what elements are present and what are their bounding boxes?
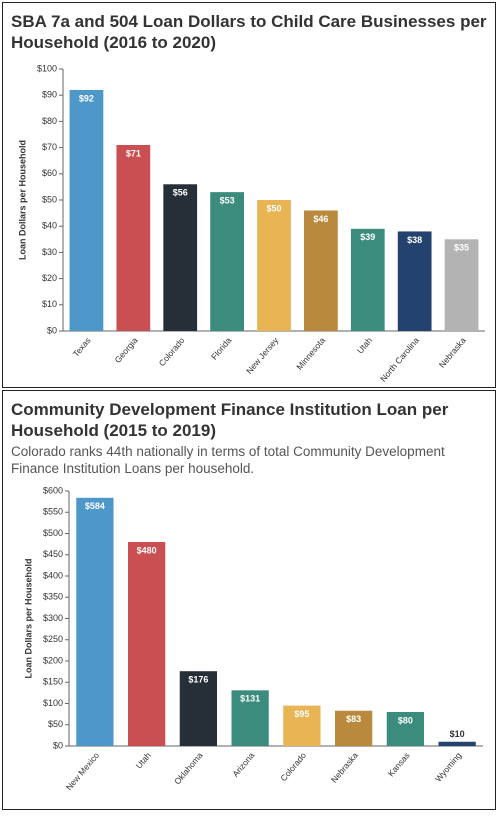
x-tick-label: Kansas xyxy=(386,750,412,778)
x-tick-label: Wyoming xyxy=(433,750,464,784)
y-tick-label: $0 xyxy=(47,325,57,335)
y-tick-label: $150 xyxy=(43,677,63,687)
bar xyxy=(69,89,104,332)
chart-title: Community Development Finance Institutio… xyxy=(11,400,449,440)
bar xyxy=(116,144,151,331)
y-tick-label: $10 xyxy=(42,299,57,309)
bar xyxy=(127,542,166,746)
value-label: $80 xyxy=(398,715,413,725)
y-tick-label: $80 xyxy=(42,116,57,126)
y-tick-label: $100 xyxy=(43,698,63,708)
value-label: $56 xyxy=(173,188,188,198)
value-label: $584 xyxy=(85,501,105,511)
bar xyxy=(444,239,479,331)
x-tick-label: Georgia xyxy=(112,335,139,365)
value-label: $92 xyxy=(79,93,94,103)
x-tick-label: New Jersey xyxy=(244,335,281,376)
bar xyxy=(163,184,198,331)
chart-panel: SBA 7a and 504 Loan Dollars to Child Car… xyxy=(2,2,496,388)
x-tick-label: Nebraska xyxy=(329,750,360,785)
y-tick-label: $300 xyxy=(43,613,63,623)
x-tick-label: Utah xyxy=(355,335,374,355)
x-tick-label: Arizona xyxy=(230,750,256,779)
x-tick-label: Utah xyxy=(134,750,153,770)
chart: Loan Dollars per Household $0 $10 $20 $30 $40… xyxy=(17,63,485,384)
y-tick-label: $0 xyxy=(53,740,63,750)
y-tick-label: $200 xyxy=(43,655,63,665)
bar xyxy=(304,210,338,331)
bar xyxy=(179,671,218,746)
value-label: $46 xyxy=(313,214,328,224)
value-label: $50 xyxy=(266,203,281,213)
chart-title: SBA 7a and 504 Loan Dollars to Child Car… xyxy=(11,12,487,52)
x-tick-label: New Mexico xyxy=(64,750,102,792)
chart: Loan Dollars per Household $0 $50 $100 $150 $… xyxy=(23,485,483,792)
y-tick-label: $20 xyxy=(42,273,57,283)
y-tick-label: $30 xyxy=(42,247,57,257)
bar xyxy=(334,710,373,746)
y-tick-label: $60 xyxy=(42,168,57,178)
x-tick-label: Florida xyxy=(209,335,234,362)
value-label: $176 xyxy=(188,675,208,685)
x-tick-label: Minnesota xyxy=(294,335,327,372)
y-tick-label: $250 xyxy=(43,634,63,644)
bar xyxy=(386,712,425,746)
y-tick-label: $600 xyxy=(43,485,63,495)
value-label: $35 xyxy=(454,243,469,253)
value-label: $39 xyxy=(360,232,375,242)
y-tick-label: $40 xyxy=(42,221,57,231)
y-axis-label: Loan Dollars per Household xyxy=(23,558,33,678)
y-tick-label: $400 xyxy=(43,570,63,580)
value-label: $38 xyxy=(407,235,422,245)
y-tick-label: $70 xyxy=(42,142,57,152)
chart-panel: Community Development Finance Institutio… xyxy=(2,390,496,810)
x-tick-label: Oklahoma xyxy=(172,750,205,786)
y-tick-label: $550 xyxy=(43,507,63,517)
x-tick-label: Colorado xyxy=(278,750,308,783)
value-label: $83 xyxy=(346,714,361,724)
bar xyxy=(283,705,321,746)
bar xyxy=(231,690,269,746)
bar xyxy=(397,231,432,331)
value-label: $131 xyxy=(240,694,260,704)
x-tick-label: Nebraska xyxy=(437,335,468,370)
y-tick-label: $100 xyxy=(37,63,57,73)
bar xyxy=(76,497,114,746)
y-tick-label: $50 xyxy=(48,719,63,729)
value-label: $10 xyxy=(450,729,465,739)
bar xyxy=(257,200,291,331)
bar xyxy=(350,228,385,331)
y-tick-label: $500 xyxy=(43,528,63,538)
value-label: $53 xyxy=(220,196,235,206)
value-label: $95 xyxy=(294,709,309,719)
bar xyxy=(438,741,476,746)
y-tick-label: $90 xyxy=(42,90,57,100)
chart-subtitle: Colorado ranks 44th nationally in terms … xyxy=(11,444,445,476)
x-tick-label: Colorado xyxy=(157,335,187,368)
x-tick-label: Texas xyxy=(71,335,93,358)
y-axis-label: Loan Dollars per Household xyxy=(17,140,27,260)
bar xyxy=(210,192,244,331)
y-tick-label: $350 xyxy=(43,592,63,602)
x-tick-label: North Carolina xyxy=(378,335,421,384)
y-tick-label: $50 xyxy=(42,194,57,204)
y-tick-label: $450 xyxy=(43,549,63,559)
value-label: $480 xyxy=(137,545,157,555)
value-label: $71 xyxy=(126,148,141,158)
